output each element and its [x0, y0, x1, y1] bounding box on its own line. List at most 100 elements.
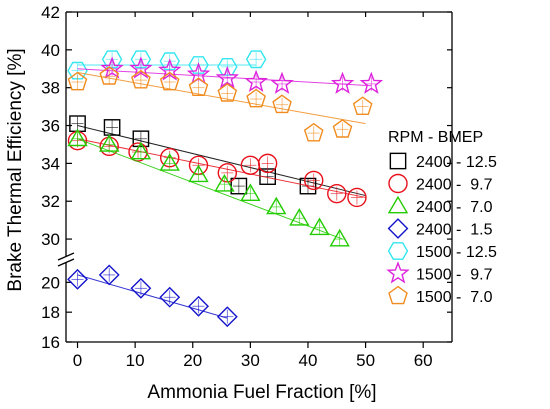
axis-break-mark — [57, 258, 75, 267]
data-point — [130, 277, 152, 299]
data-point — [309, 217, 330, 236]
data-point — [159, 286, 181, 308]
data-point — [266, 196, 287, 215]
data-point — [299, 177, 317, 195]
y-tick-label: 42 — [41, 3, 60, 22]
data-point — [67, 130, 88, 151]
data-point — [130, 141, 152, 160]
y-tick-label: 36 — [41, 117, 60, 136]
legend-label-2: 2400 - 7.0 — [416, 199, 493, 216]
legend-label-4: 1500 - 12.5 — [416, 244, 497, 261]
series-2 — [67, 128, 350, 247]
data-point — [188, 164, 209, 183]
data-point — [130, 50, 152, 69]
legend-label-3: 2400 - 1.5 — [416, 222, 493, 239]
trend-line — [77, 138, 343, 240]
data-point — [67, 61, 88, 80]
x-tick-label: 30 — [241, 351, 260, 370]
data-point — [330, 71, 355, 94]
data-point — [359, 71, 384, 94]
data-point — [129, 56, 153, 79]
data-point — [347, 187, 367, 208]
legend-label-0: 2400 - 12.5 — [416, 154, 497, 171]
legend-marker-3 — [387, 218, 409, 239]
data-point — [303, 122, 324, 142]
x-tick-label: 10 — [126, 351, 145, 370]
data-point — [101, 50, 123, 69]
data-point — [98, 134, 120, 152]
data-point — [98, 264, 120, 286]
series-5 — [77, 56, 384, 94]
data-point — [352, 96, 373, 116]
legend-marker-2 — [387, 195, 409, 214]
data-point — [270, 71, 294, 94]
data-point — [217, 163, 238, 183]
series-0 — [69, 115, 366, 197]
axis-break-mark — [57, 252, 75, 261]
y-tick-label: 20 — [41, 273, 60, 292]
data-point — [188, 56, 209, 74]
y-tick-label: 38 — [41, 79, 60, 98]
data-point — [272, 94, 292, 114]
legend-title: RPM - BMEP — [388, 129, 483, 146]
data-point — [257, 153, 278, 174]
y-tick-label: 34 — [41, 154, 60, 173]
legend-marker-4 — [387, 242, 409, 260]
data-point — [246, 88, 266, 108]
legend-label-5: 1500 - 9.7 — [416, 267, 493, 284]
series-1 — [67, 130, 367, 208]
data-point — [332, 119, 353, 138]
trend-line — [77, 138, 366, 198]
data-point — [244, 69, 268, 93]
data-point — [128, 142, 148, 162]
y-tick-label: 30 — [41, 230, 60, 249]
data-point — [240, 183, 261, 202]
data-point — [159, 71, 180, 91]
legend-marker-5 — [386, 261, 410, 284]
data-point — [67, 268, 88, 290]
data-point — [100, 56, 124, 79]
data-point — [99, 66, 120, 85]
x-tick-label: 60 — [414, 351, 433, 370]
legend-marker-0 — [389, 152, 407, 170]
legend: RPM - BMEP 2400 - 12.5 2400 - 9.7 2400 - 7… — [386, 129, 497, 306]
data-point — [159, 52, 181, 71]
x-tick-label: 0 — [73, 351, 82, 370]
data-point — [188, 77, 209, 97]
trend-line — [77, 125, 366, 197]
y-tick-label: 40 — [41, 41, 60, 60]
y-tick-label: 32 — [41, 192, 60, 211]
legend-label-1: 2400 - 9.7 — [416, 177, 493, 194]
data-point — [99, 136, 119, 157]
trend-line — [77, 274, 228, 319]
data-point — [289, 208, 310, 226]
legend-marker-1 — [388, 173, 408, 194]
data-point — [214, 174, 235, 192]
x-tick-label: 20 — [183, 351, 202, 370]
legend-marker-6 — [388, 285, 408, 305]
y-axis-title: Brake Thermal Efficiency [%] — [5, 48, 26, 291]
data-point — [329, 228, 350, 247]
x-axis-title: Ammonia Fuel Fraction [%] — [147, 382, 376, 403]
legend-label-6: 1500 - 7.0 — [416, 289, 493, 306]
x-tick-label: 40 — [299, 351, 318, 370]
data-point — [304, 170, 324, 191]
trend-line — [77, 68, 372, 87]
y-tick-label: 16 — [41, 333, 60, 352]
x-tick-label: 50 — [356, 351, 375, 370]
data-point — [67, 128, 88, 147]
data-point — [67, 71, 88, 91]
data-point — [103, 119, 121, 136]
plot-area: 0 10 20 30 40 50 60 30 32 34 36 38 40 42 16 18 20 — [41, 3, 453, 370]
data-point — [217, 83, 238, 102]
data-point — [131, 69, 151, 89]
data-point — [158, 58, 182, 81]
data-point — [159, 153, 180, 171]
data-point — [188, 295, 209, 317]
series-4 — [67, 50, 267, 80]
y-tick-label: 18 — [41, 303, 60, 322]
series-3 — [67, 264, 238, 328]
series-6 — [67, 66, 373, 142]
data-point — [215, 65, 240, 89]
